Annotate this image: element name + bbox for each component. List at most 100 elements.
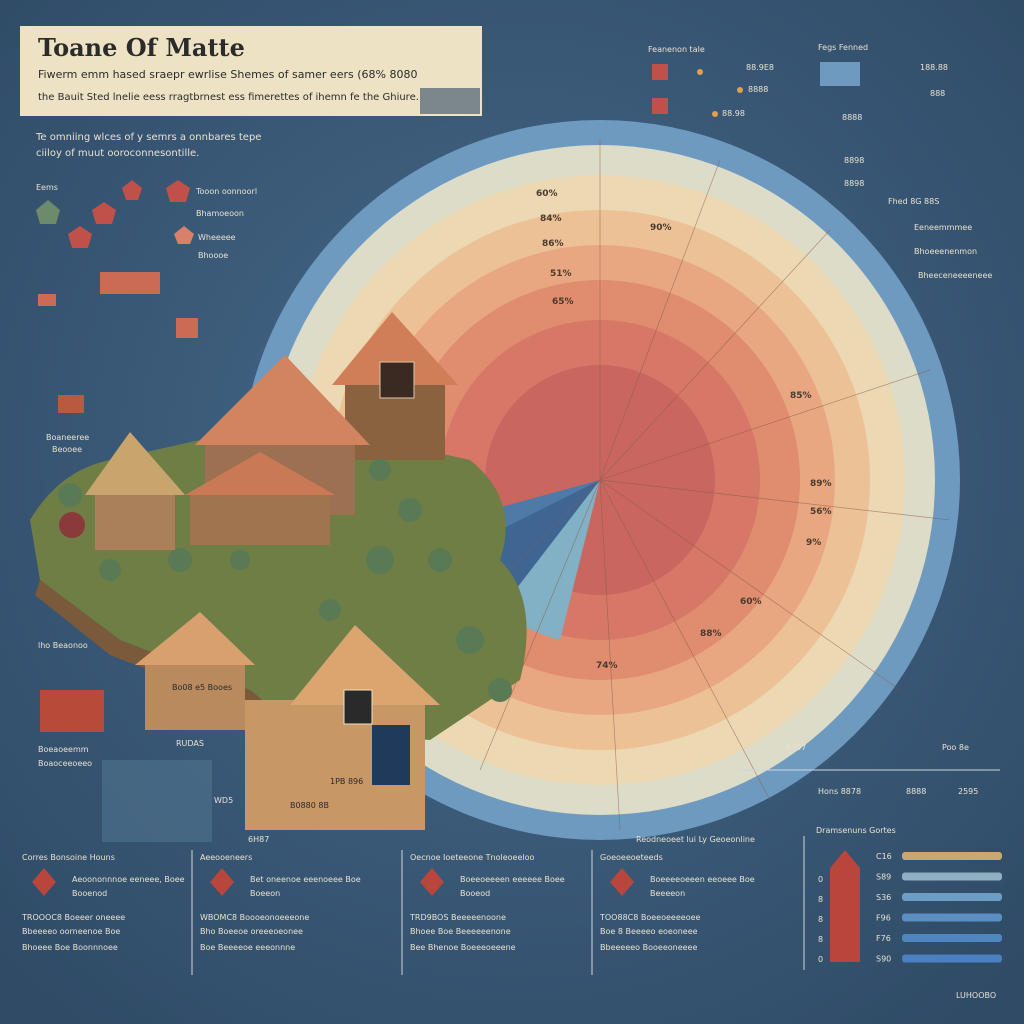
panel-text: Boe 8 Beeeeo eoeoneee [600, 927, 698, 936]
panel-icon [420, 868, 444, 896]
legend-item: 8888 [748, 85, 768, 94]
tree [456, 626, 484, 654]
bars-panel: Reodneoeet lui Ly Geoeonline Dramsenuns … [636, 826, 1002, 970]
house-roof [85, 432, 185, 495]
legend-icon [652, 98, 668, 114]
ring-label: 51% [550, 269, 572, 279]
panel-title: Oecnoe Ioeteeone Tnoleoeeloo [410, 853, 534, 862]
tree [319, 599, 341, 621]
house-wall [95, 490, 175, 550]
bar-label: C16 [876, 852, 892, 861]
header-notch [420, 88, 480, 114]
tree [488, 678, 512, 702]
bar-label: F76 [876, 934, 891, 943]
side-legend: Fhed 8G 88S Eeneemmmee Bhoeeenenmon Bhee… [888, 197, 992, 280]
panel-text: Aeoononnnoe eeneee, Boee [72, 875, 185, 884]
panel-text: Bee Bhenoe Boeeeoeeene [410, 943, 516, 952]
bar [902, 934, 1002, 942]
icon [122, 180, 142, 200]
bar [902, 872, 1002, 881]
legend-item: 88.9E8 [746, 63, 774, 72]
mini-chart [100, 272, 160, 294]
ring-label: 88% [700, 629, 722, 639]
bar [902, 852, 1002, 860]
tree [99, 559, 121, 581]
map-thumb [102, 760, 212, 842]
radial-line [599, 229, 831, 481]
house-roof [290, 625, 440, 705]
intro: Te omniing wlces of y semrs a onnbares t… [35, 132, 261, 143]
legend-dot [697, 69, 703, 75]
panel-title: Aeeooeneers [200, 853, 252, 862]
house-roof [195, 355, 370, 445]
note: lho Beaonoo [38, 641, 88, 650]
icon-label: Tooon oonnoorl [195, 187, 257, 196]
icon [166, 180, 190, 202]
house-wall [190, 495, 330, 545]
header: Toane Of Matte Fiwerm emm hased sraepr e… [20, 26, 482, 116]
icon [38, 294, 56, 306]
panel-icon [610, 868, 634, 896]
panel-text: WBOMC8 Boooeonoeeeone [200, 913, 309, 922]
axis-label: 8 [818, 895, 823, 904]
window [379, 361, 415, 399]
legend-title: Feanenon tale [648, 45, 705, 54]
panel-text: Boeeeeoeeen eeoeee Boe [650, 875, 755, 884]
tree [398, 498, 422, 522]
radial-line [599, 479, 951, 521]
house-label: RUDAS [176, 739, 204, 748]
panel-text: Bet oneenoe eeenoeee Boe [250, 875, 361, 884]
icon-label: Bhoooe [198, 251, 228, 260]
ring-label: 60% [536, 189, 558, 199]
house-label: 1PB 896 [330, 777, 363, 786]
teal-wedge [500, 480, 600, 640]
legend-title: Fegs Fenned [818, 43, 868, 52]
panel-text: Booenod [72, 889, 107, 898]
tree [58, 483, 82, 507]
ring-label: 90% [650, 223, 672, 233]
radial-line [479, 479, 601, 771]
panel-icon [210, 868, 234, 896]
bar [902, 954, 1002, 963]
house-label: B0880 8B [290, 801, 329, 810]
panel-title: Corres Bonsoine Houns [22, 853, 115, 862]
ring-label: 74% [596, 661, 618, 671]
bar-label: S36 [876, 893, 891, 902]
panel-title: Dramsenuns Gortes [816, 826, 896, 835]
legend-item: Bhoeeenenmon [914, 247, 977, 256]
footer: LUHOOBO [956, 991, 996, 1000]
title: Toane Of Matte [38, 33, 245, 62]
icon [58, 395, 84, 413]
ring-label: 84% [540, 214, 562, 224]
radial-line [599, 479, 771, 801]
panel-text: Boeeoeeeen eeeeee Boee [460, 875, 565, 884]
icon-label: Wheeeee [198, 233, 236, 242]
right-legend: Fegs Fenned 188.88 888 8888 8898 8898 [818, 43, 948, 188]
panel-title: Goeoeeoeteeds [600, 853, 663, 862]
panel-text: Bhoee Boe Beeeeeenone [410, 927, 511, 936]
panel-heading: Reodneoeet lui Ly Geoeonline [636, 835, 755, 844]
left-icons: Eems Tooon oonnoorl Bhamoeoon Wheeeee Bh… [36, 180, 257, 842]
radial-line [599, 369, 931, 481]
window [343, 689, 373, 725]
icon [36, 200, 60, 224]
icon-label: Eems [36, 183, 58, 192]
subtitle: the Bauit Sted lnelie eess rragtbrnest e… [38, 92, 419, 103]
panel-text: Bbeeeeeo Booeeoneeee [600, 943, 697, 952]
legend-title: Fhed 8G 88S [888, 197, 939, 206]
panel-text: TRD9BOS Beeeeenoone [409, 913, 506, 922]
icon [92, 202, 116, 224]
panel-text: Bho Boeeoe oreeeoeonee [200, 927, 303, 936]
bar-label: S90 [876, 955, 891, 964]
axis-label: 0 [818, 875, 823, 884]
ring-label: 60% [740, 597, 762, 607]
radial-line [599, 159, 721, 481]
intro: ciiloy of muut ooroconnesontille. [36, 148, 199, 159]
subtitle: Fiwerm emm hased sraepr ewrlise Shemes o… [38, 68, 417, 81]
house-label: Bo08 e5 Booes [172, 683, 232, 692]
red-tree [59, 512, 85, 538]
house-label: WD5 [214, 796, 233, 805]
panel-text: TROOOC8 Boeeer oneeee [21, 913, 125, 922]
label: 8888 [906, 787, 926, 796]
bar [902, 913, 1002, 922]
